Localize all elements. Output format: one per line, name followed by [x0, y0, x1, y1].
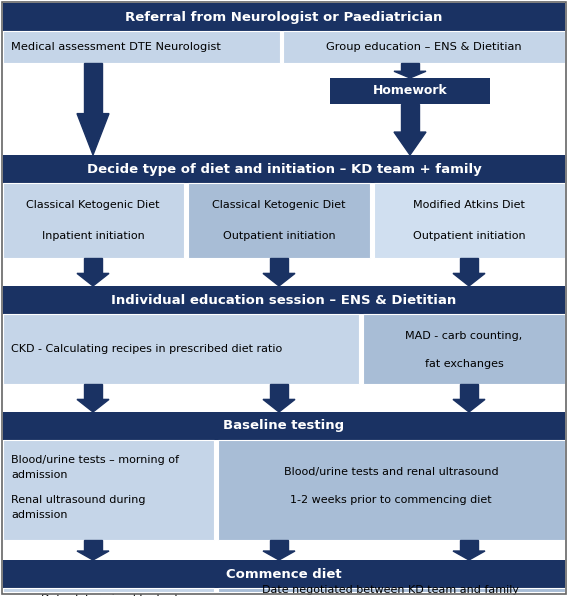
Polygon shape: [460, 540, 478, 551]
Polygon shape: [77, 114, 109, 155]
Polygon shape: [401, 104, 419, 132]
Bar: [330, 78, 490, 104]
Text: Modified Atkins Diet: Modified Atkins Diet: [413, 200, 525, 210]
Polygon shape: [263, 274, 295, 286]
Text: Commence diet: Commence diet: [226, 567, 342, 581]
Bar: [218, 588, 565, 592]
Polygon shape: [270, 258, 288, 274]
Polygon shape: [453, 551, 485, 560]
Text: Classical Ketogenic Diet: Classical Ketogenic Diet: [212, 200, 346, 210]
Polygon shape: [460, 384, 478, 399]
Text: fat exchanges: fat exchanges: [425, 359, 503, 369]
Polygon shape: [453, 399, 485, 412]
Text: admission: admission: [11, 470, 68, 480]
Bar: [3, 286, 565, 314]
Polygon shape: [77, 399, 109, 412]
Bar: [3, 440, 214, 540]
Polygon shape: [460, 258, 478, 274]
Text: Inpatient initiation: Inpatient initiation: [41, 231, 144, 241]
Text: Renal ultrasound during: Renal ultrasound during: [11, 495, 145, 505]
Bar: [3, 3, 565, 31]
Polygon shape: [84, 540, 102, 551]
Bar: [3, 588, 214, 592]
Text: Outpatient initiation: Outpatient initiation: [223, 231, 335, 241]
Bar: [3, 314, 359, 384]
Text: Blood/urine tests and renal ultrasound: Blood/urine tests and renal ultrasound: [283, 467, 498, 477]
Polygon shape: [270, 384, 288, 399]
Bar: [3, 412, 565, 440]
Text: MAD - carb counting,: MAD - carb counting,: [406, 331, 523, 341]
Text: Baseline testing: Baseline testing: [223, 420, 345, 433]
Text: Date determined by bed
availability: Date determined by bed availability: [41, 594, 177, 596]
Polygon shape: [394, 132, 426, 155]
Bar: [283, 31, 565, 63]
Text: Medical assessment DTE Neurologist: Medical assessment DTE Neurologist: [11, 42, 221, 52]
Polygon shape: [401, 63, 419, 72]
Text: Individual education session – ENS & Dietitian: Individual education session – ENS & Die…: [111, 293, 457, 306]
Bar: [3, 31, 280, 63]
Text: admission: admission: [11, 510, 68, 520]
Text: Homework: Homework: [373, 85, 448, 98]
Bar: [363, 314, 565, 384]
Bar: [188, 183, 370, 258]
Polygon shape: [77, 274, 109, 286]
Text: Outpatient initiation: Outpatient initiation: [413, 231, 525, 241]
Text: Decide type of diet and initiation – KD team + family: Decide type of diet and initiation – KD …: [87, 163, 481, 175]
Polygon shape: [84, 258, 102, 274]
Bar: [218, 440, 565, 540]
Text: Date negotiated between KD team and family: Date negotiated between KD team and fami…: [262, 585, 520, 595]
Polygon shape: [263, 399, 295, 412]
Polygon shape: [77, 551, 109, 560]
Text: CKD - Calculating recipes in prescribed diet ratio: CKD - Calculating recipes in prescribed …: [11, 344, 282, 354]
Bar: [3, 183, 184, 258]
Polygon shape: [394, 72, 426, 78]
Text: 1-2 weeks prior to commencing diet: 1-2 weeks prior to commencing diet: [290, 495, 492, 505]
Text: Group education – ENS & Dietitian: Group education – ENS & Dietitian: [326, 42, 522, 52]
Polygon shape: [263, 551, 295, 560]
Polygon shape: [84, 63, 102, 114]
Polygon shape: [453, 274, 485, 286]
Bar: [3, 560, 565, 588]
Text: Blood/urine tests – morning of: Blood/urine tests – morning of: [11, 455, 179, 465]
Polygon shape: [270, 540, 288, 551]
Bar: [374, 183, 565, 258]
Text: Classical Ketogenic Diet: Classical Ketogenic Diet: [26, 200, 160, 210]
Text: Referral from Neurologist or Paediatrician: Referral from Neurologist or Paediatrici…: [126, 11, 442, 23]
Bar: [3, 155, 565, 183]
Polygon shape: [84, 384, 102, 399]
